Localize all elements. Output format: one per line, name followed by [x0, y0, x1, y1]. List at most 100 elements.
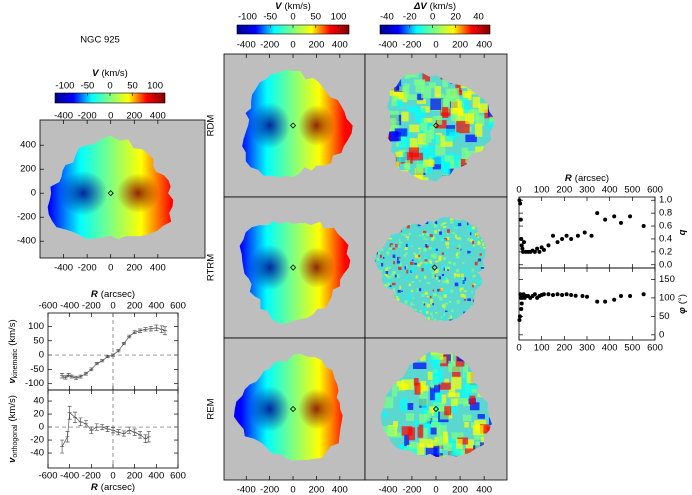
residual-patch	[422, 427, 428, 441]
residual-patch	[396, 274, 400, 278]
residual-patch	[469, 238, 474, 243]
colorbar-tick-label: -20	[403, 12, 417, 23]
residual-patch	[425, 242, 428, 245]
x-tick-label: -400	[54, 111, 73, 122]
residual-patch	[472, 299, 475, 303]
residual-patch	[433, 236, 435, 240]
y-tick-label: 50	[33, 335, 44, 346]
error-bar	[163, 326, 167, 336]
residual-patch	[460, 385, 472, 392]
axis-label: φ (°)	[677, 294, 688, 314]
residual-patch	[419, 354, 426, 361]
residual-patch	[426, 282, 431, 285]
x-tick-label: 100	[534, 185, 550, 196]
residual-patch	[461, 273, 464, 278]
scatter-point	[546, 292, 551, 297]
y-tick-label: 0.0	[659, 259, 672, 270]
residual-patch	[401, 426, 413, 436]
residual-patch	[430, 98, 444, 110]
y-tick-label: 0	[31, 188, 36, 199]
residual-patch	[435, 248, 438, 251]
residual-patch	[423, 159, 435, 167]
scatter-point	[589, 233, 594, 238]
residual-patch	[423, 303, 426, 306]
x-tick-label: 400	[332, 485, 348, 495]
residual-patch	[412, 297, 414, 300]
residual-patch	[399, 241, 403, 244]
residual-patch	[443, 317, 446, 320]
axis-label: V (km/s)	[92, 68, 128, 79]
residual-patch	[396, 380, 404, 387]
residual-patch	[409, 138, 418, 151]
residual-patch	[448, 289, 451, 293]
label-subscript: orthogonal	[12, 424, 19, 458]
residual-patch	[392, 254, 396, 259]
residual-patch	[426, 233, 430, 237]
residual-patch	[430, 312, 433, 316]
row-label: REM	[206, 398, 217, 419]
residual-patch	[414, 308, 417, 313]
residual-patch	[431, 359, 440, 369]
residual-patch	[424, 261, 428, 265]
residual-patch	[444, 406, 452, 416]
residual-patch	[443, 222, 447, 224]
residual-patch	[449, 301, 451, 303]
residual-patch	[433, 253, 437, 257]
label-symbol: ΔV	[413, 1, 427, 12]
residual-patch	[452, 366, 461, 378]
residual-patch	[463, 311, 466, 314]
residual-patch	[419, 280, 422, 282]
residual-patch	[480, 424, 490, 434]
residual-patch	[413, 263, 416, 268]
error-bar	[60, 373, 65, 379]
colorbar-tick-label: -50	[81, 81, 95, 92]
error-bar	[132, 428, 137, 436]
residual-patch	[388, 132, 401, 142]
residual-patch	[471, 226, 476, 230]
residual-patch	[465, 113, 474, 124]
x-tick-label: 200	[556, 343, 572, 354]
residual-patch	[396, 297, 400, 302]
residual-patch	[442, 77, 448, 88]
residual-patch	[481, 254, 484, 256]
residual-patch	[462, 414, 472, 422]
residual-patch	[418, 288, 422, 292]
residual-patch	[406, 237, 409, 241]
residual-patch	[431, 237, 434, 241]
error-bar	[65, 431, 70, 443]
residual-patch	[456, 438, 463, 450]
x-tick-label: -400	[237, 485, 256, 495]
residual-patch	[439, 455, 451, 458]
residual-patch	[447, 392, 460, 398]
residual-patch	[447, 268, 449, 271]
residual-patch	[480, 267, 484, 269]
x-tick-label: 400	[150, 111, 166, 122]
residual-patch	[443, 294, 447, 298]
residual-patch	[450, 301, 453, 305]
residual-patch	[488, 121, 495, 130]
residual-patch	[393, 288, 395, 292]
error-bar	[78, 417, 83, 427]
residual-patch	[432, 372, 442, 385]
residual-patch	[443, 264, 446, 269]
residual-patch	[433, 256, 437, 259]
residual-patch	[443, 313, 446, 316]
residual-patch	[408, 283, 411, 287]
residual-patch	[429, 295, 432, 299]
field-core	[298, 388, 335, 430]
x-tick-label: 400	[602, 343, 618, 354]
x-tick-label: -600	[38, 471, 57, 482]
residual-patch	[433, 134, 441, 145]
residual-patch	[411, 152, 424, 161]
residual-patch	[470, 227, 475, 232]
residual-patch	[417, 244, 420, 247]
center-marker	[431, 264, 438, 271]
residual-patch	[437, 115, 443, 125]
residual-patch	[427, 263, 431, 267]
residual-patch	[413, 252, 417, 256]
y-tick-label: 0.6	[659, 221, 672, 232]
residual-patch	[386, 283, 389, 286]
residual-patch	[405, 264, 408, 268]
residual-patch	[455, 269, 460, 273]
residual-patch	[450, 221, 454, 224]
